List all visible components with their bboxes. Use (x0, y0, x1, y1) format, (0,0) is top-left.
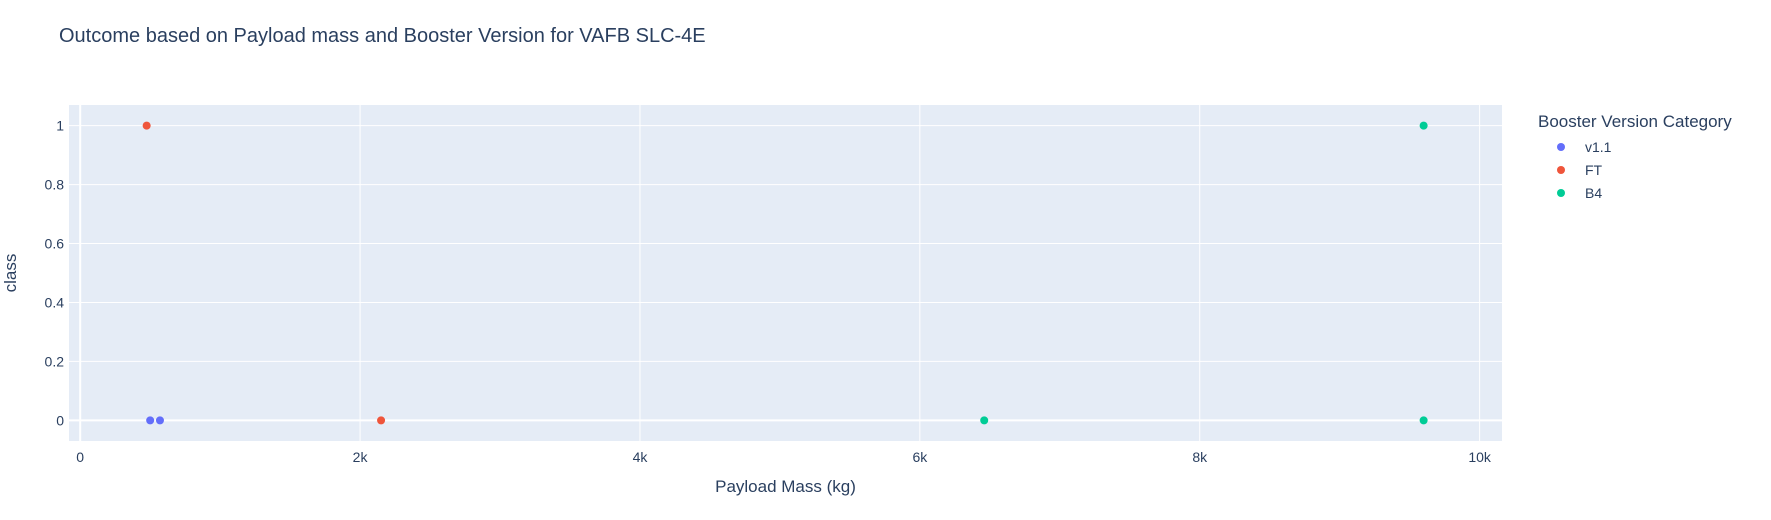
chart-title: Outcome based on Payload mass and Booste… (59, 25, 706, 47)
y-tick-label: 0.8 (45, 177, 65, 193)
legend-label: v1.1 (1585, 139, 1612, 155)
legend[interactable]: Booster Version Category v1.1 FT B4 (1538, 112, 1732, 201)
data-point-b4[interactable] (980, 416, 989, 425)
x-tick-label: 10k (1468, 449, 1492, 465)
data-point-b4[interactable] (1419, 121, 1428, 130)
y-tick-label: 1 (56, 118, 64, 134)
x-tick-label: 4k (633, 449, 649, 465)
data-point-ft[interactable] (377, 416, 386, 425)
x-tick-label: 2k (353, 449, 369, 465)
legend-label: FT (1585, 162, 1603, 178)
x-axis-title: Payload Mass (kg) (715, 477, 856, 496)
legend-marker (1557, 143, 1565, 151)
legend-marker (1557, 189, 1565, 197)
x-tick-label: 0 (76, 449, 84, 465)
data-point-b4[interactable] (1419, 416, 1428, 425)
legend-label: B4 (1585, 185, 1602, 201)
data-point-ft[interactable] (142, 121, 151, 130)
x-tick-label: 6k (912, 449, 928, 465)
legend-item-ft[interactable]: FT (1557, 162, 1603, 178)
plot-area (69, 105, 1502, 441)
y-tick-label: 0 (56, 412, 64, 428)
grid-lines (69, 105, 1502, 441)
y-tick-label: 0.4 (45, 294, 65, 310)
legend-item-b4[interactable]: B4 (1557, 185, 1602, 201)
x-tick-label: 8k (1192, 449, 1208, 465)
legend-item-v1-1[interactable]: v1.1 (1557, 139, 1612, 155)
data-point-v1-1[interactable] (155, 416, 164, 425)
y-tick-label: 0.2 (45, 353, 65, 369)
y-tick-label: 0.6 (45, 236, 65, 252)
y-axis-ticks: 0 0.2 0.4 0.6 0.8 1 (45, 118, 65, 429)
data-points (142, 121, 1428, 425)
legend-title: Booster Version Category (1538, 112, 1732, 131)
legend-marker (1557, 166, 1565, 174)
data-point-v1-1[interactable] (146, 416, 155, 425)
x-axis-ticks: 0 2k 4k 6k 8k 10k (76, 449, 1492, 465)
y-axis-title: class (1, 254, 20, 293)
